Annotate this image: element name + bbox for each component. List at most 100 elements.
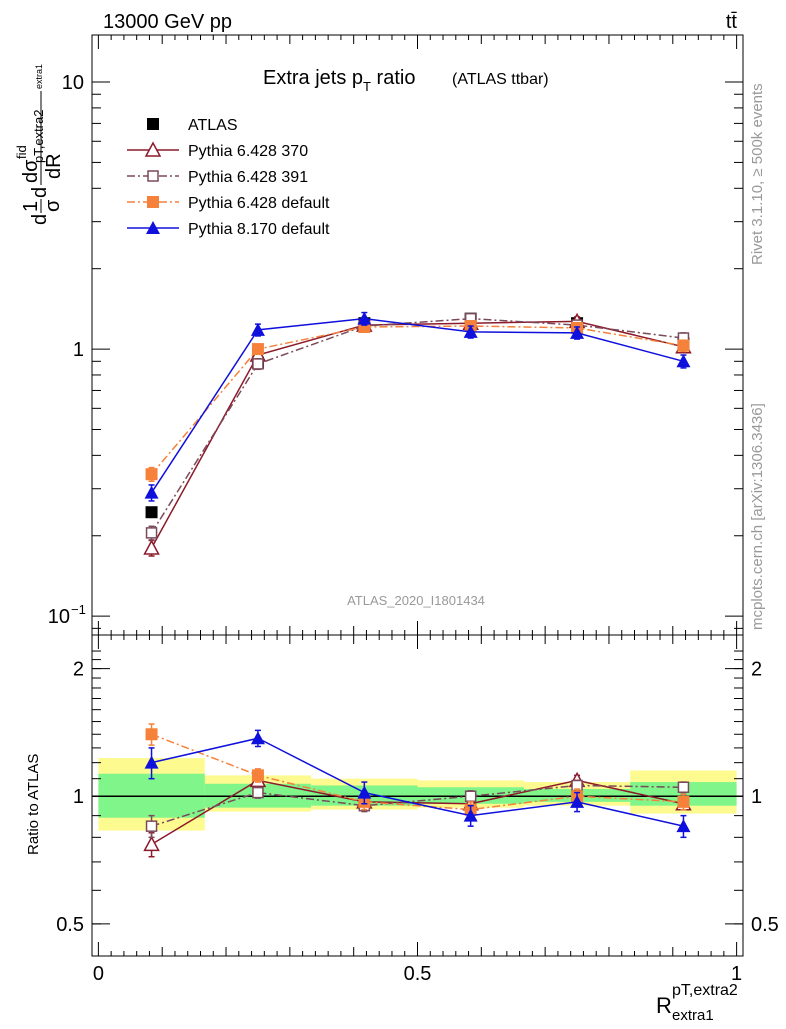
ratio-data-point <box>570 794 585 808</box>
ylabel-sup: pT,extra2 <box>31 110 46 163</box>
legend-entry-atlas: ATLAS <box>147 117 238 134</box>
series-line <box>150 317 684 494</box>
ylabel-sub: extra1 <box>34 64 44 89</box>
x-axis-label-sup: pT,extra2 <box>672 982 738 999</box>
y-tick-label-right: 1 <box>751 786 762 808</box>
ratio-data-point <box>677 781 690 793</box>
series-line <box>150 317 684 534</box>
data-point <box>357 311 372 325</box>
data-point <box>145 506 158 519</box>
ratio-data-point <box>250 731 265 745</box>
series-line <box>150 325 684 475</box>
legend-marker <box>146 221 160 234</box>
x-tick-label: 0.5 <box>404 963 432 985</box>
data-point <box>145 527 158 539</box>
legend-label: Pythia 6.428 370 <box>188 143 308 160</box>
ylabel-frac-1: 1 <box>20 201 42 212</box>
y-tick-label-right: 2 <box>751 659 762 681</box>
process-label: tt̄ <box>726 11 738 33</box>
y-tick-label-right: 0.5 <box>751 914 779 936</box>
series-pythia-8-170-default <box>144 311 691 502</box>
ratio-data-point <box>252 786 264 799</box>
series-pythia-6-428-391 <box>145 312 690 541</box>
data-point <box>676 354 691 368</box>
ylabel-dR: dR <box>43 153 65 179</box>
watermark-label: ATLAS_2020_I1801434 <box>347 593 485 608</box>
ratio-data-point <box>251 769 264 782</box>
legend-label: Pythia 6.428 default <box>188 195 330 212</box>
ratio-panel: 2 2 1 1 0.5 0.5 0 0.5 1 Ratio to ATLAS R pT,extr… <box>25 634 779 1024</box>
ratio-data-point <box>463 808 478 822</box>
y-tick-label: 1 <box>73 786 84 808</box>
series-atlas <box>145 312 690 519</box>
chart-title: Extra jets pT ratio <box>263 67 415 94</box>
legend-entry-pythia-6-428-391: Pythia 6.428 391 <box>127 169 308 186</box>
series-line <box>150 320 684 549</box>
ratio-data-point <box>357 785 372 799</box>
legend-marker <box>147 118 159 130</box>
ratio-data-point <box>145 820 158 832</box>
y-tick-label: 2 <box>73 659 84 681</box>
x-axis-label: R <box>656 993 672 1018</box>
chart-title-tail: ratio <box>371 67 415 89</box>
ratio-y-axis-label: Ratio to ATLAS <box>25 754 42 855</box>
y-tick-label: 0.5 <box>56 914 84 936</box>
chart-title-subscript: T <box>363 79 371 94</box>
data-point <box>570 325 585 339</box>
site-label: mcplots.cern.ch [arXiv:1306.3436] <box>749 403 766 630</box>
data-point <box>252 358 264 370</box>
data-point <box>145 468 158 481</box>
svg-text:d: d <box>29 214 51 225</box>
x-tick-label: 1 <box>731 963 742 985</box>
data-point <box>677 339 690 352</box>
data-point <box>251 343 264 356</box>
chart-title-note: (ATLAS ttbar) <box>452 71 549 88</box>
legend-label: ATLAS <box>188 117 238 134</box>
ratio-data-point <box>143 835 160 852</box>
y-tick-label: 10 <box>48 606 70 628</box>
data-point <box>463 324 478 338</box>
ratio-axis-ticks: 2 2 1 1 0.5 0.5 0 0.5 1 <box>56 635 779 985</box>
y-tick-label-exponent: −1 <box>71 602 86 617</box>
ylabel-dsigma: dσ <box>20 159 42 183</box>
ratio-series-line <box>151 737 684 827</box>
data-point <box>143 539 160 555</box>
ratio-series-line <box>151 779 684 846</box>
ratio-data-point <box>144 755 159 769</box>
legend-marker <box>147 170 159 182</box>
legend-marker <box>144 141 162 157</box>
y-tick-label: 1 <box>73 339 84 361</box>
rivet-label: Rivet 3.1.10, ≥ 500k events <box>749 83 766 265</box>
ratio-series-line <box>151 784 684 827</box>
data-point <box>144 485 159 499</box>
legend-entry-pythia-8-170-default: Pythia 8.170 default <box>127 221 330 238</box>
ylabel-fid: fid <box>14 145 29 159</box>
energy-label: 13000 GeV pp <box>103 11 232 33</box>
x-axis-label-sub: extra1 <box>672 1007 714 1024</box>
main-series-layer <box>143 311 692 557</box>
legend-entry-pythia-6-428-default: Pythia 6.428 default <box>127 195 330 212</box>
ratio-data-point <box>145 728 158 741</box>
ratio-series-pythia-8-170-default <box>144 729 691 839</box>
y-tick-label: 10 <box>62 72 84 94</box>
legend-label: Pythia 6.428 391 <box>188 169 308 186</box>
data-point <box>250 322 265 336</box>
legend: ATLAS Pythia 6.428 370 Pythia 6.428 391 Pyt… <box>127 117 330 238</box>
legend-label: Pythia 8.170 default <box>188 221 330 238</box>
series-pythia-6-428-370 <box>143 312 692 557</box>
ylabel-sigma: σ <box>42 199 64 212</box>
series-pythia-6-428-default <box>145 320 690 482</box>
legend-entry-pythia-6-428-370: Pythia 6.428 370 <box>127 141 308 160</box>
x-axis-label-main: R <box>656 993 672 1018</box>
main-y-axis-label: d 1 σ d dσ fid dR pT,extra2 extra1 <box>14 64 65 225</box>
ylabel-d2: d <box>29 187 51 198</box>
ratio-data-point <box>677 795 690 808</box>
ratio-series-line <box>151 733 684 811</box>
legend-marker <box>147 196 159 208</box>
ratio-data-point <box>464 790 477 802</box>
ratio-data-point <box>676 819 691 833</box>
